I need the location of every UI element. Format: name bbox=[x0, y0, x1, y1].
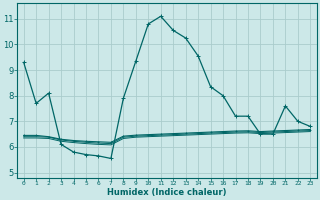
X-axis label: Humidex (Indice chaleur): Humidex (Indice chaleur) bbox=[107, 188, 227, 197]
